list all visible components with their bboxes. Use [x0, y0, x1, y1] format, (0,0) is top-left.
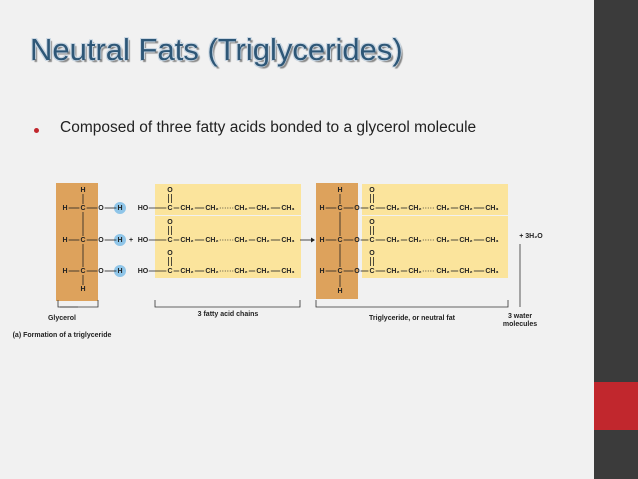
atom: O: [354, 237, 360, 244]
atom: HO: [138, 205, 149, 212]
bracket: [57, 300, 99, 308]
atom: O: [354, 205, 360, 212]
atom: CH₂: [386, 205, 399, 212]
atom: C: [337, 205, 342, 212]
atom: CH₂: [459, 268, 472, 275]
atom: H: [337, 187, 342, 194]
side-accent: [594, 382, 638, 430]
atom: CH₂: [234, 268, 247, 275]
atom: CH₂: [436, 205, 449, 212]
label: Triglyceride, or neutral fat: [369, 315, 456, 322]
atom: H: [80, 187, 85, 194]
atom: CH₃: [485, 205, 498, 212]
atom: H: [319, 268, 324, 275]
atom: O: [167, 219, 173, 226]
atom: H: [117, 205, 122, 212]
atom: O: [369, 250, 375, 257]
atom: H: [62, 237, 67, 244]
fatty-acid-box: [155, 247, 301, 278]
atom: CH₂: [386, 268, 399, 275]
atom: HO: [138, 268, 149, 275]
atom: CH₃: [281, 237, 294, 244]
bracket: [315, 300, 509, 308]
bullet-marker: [34, 128, 39, 133]
atom: H: [80, 286, 85, 293]
fatty-acid-box: [362, 184, 508, 215]
atom: C: [369, 268, 374, 275]
atom: CH₃: [281, 205, 294, 212]
atom: O: [98, 237, 104, 244]
slide-title: Neutral Fats (Triglycerides): [30, 32, 403, 67]
atom: C: [167, 237, 172, 244]
water-product: + 3H₂O: [519, 233, 543, 240]
atom: CH₂: [408, 237, 421, 244]
glycerol-box: [56, 183, 98, 301]
atom: H: [62, 205, 67, 212]
atom: CH₂: [205, 205, 218, 212]
atom: O: [369, 219, 375, 226]
atom: CH₂: [408, 205, 421, 212]
atom: CH₃: [485, 237, 498, 244]
atom: CH₂: [205, 237, 218, 244]
atom: O: [98, 205, 104, 212]
atom: CH₂: [408, 268, 421, 275]
atom: CH₂: [256, 205, 269, 212]
atom: H: [62, 268, 67, 275]
atom: CH₂: [234, 237, 247, 244]
atom: H: [319, 205, 324, 212]
atom: CH₂: [180, 237, 193, 244]
caption: (a) Formation of a triglyceride: [13, 332, 112, 339]
hydrogen-marker: [114, 234, 126, 246]
atom: CH₃: [485, 268, 498, 275]
atom: CH₂: [234, 205, 247, 212]
atom: O: [167, 187, 173, 194]
atom: CH₂: [180, 205, 193, 212]
atom: O: [354, 268, 360, 275]
atom: CH₂: [180, 268, 193, 275]
atom: CH₂: [436, 268, 449, 275]
atom: HO: [138, 237, 149, 244]
atom: C: [337, 268, 342, 275]
fatty-acid-box: [155, 216, 301, 247]
atom: C: [80, 268, 85, 275]
fatty-acid-box: [362, 247, 508, 278]
atom: H: [117, 268, 122, 275]
atom: CH₂: [256, 268, 269, 275]
atom: C: [167, 268, 172, 275]
bullet-text: Composed of three fatty acids bonded to …: [60, 119, 477, 136]
plus-sign: +: [129, 237, 133, 244]
atom: C: [337, 237, 342, 244]
atom: C: [80, 237, 85, 244]
atom: CH₂: [436, 237, 449, 244]
label: molecules: [503, 321, 537, 328]
glycerol-box: [316, 183, 358, 299]
atom: CH₂: [459, 237, 472, 244]
bracket: [154, 300, 301, 308]
atom: H: [319, 237, 324, 244]
atom: C: [167, 205, 172, 212]
atom: O: [98, 268, 104, 275]
label: Glycerol: [48, 315, 76, 322]
atom: C: [80, 205, 85, 212]
label: 3 fatty acid chains: [198, 311, 259, 318]
hydrogen-marker: [114, 202, 126, 214]
atom: CH₂: [386, 237, 399, 244]
label: 3 water: [508, 313, 532, 320]
atom: C: [369, 205, 374, 212]
hydrogen-marker: [114, 265, 126, 277]
atom: CH₃: [281, 268, 294, 275]
atom: H: [117, 237, 122, 244]
atom: O: [369, 187, 375, 194]
atom: CH₂: [205, 268, 218, 275]
fatty-acid-box: [155, 184, 301, 215]
atom: C: [369, 237, 374, 244]
atom: CH₂: [256, 237, 269, 244]
atom: O: [167, 250, 173, 257]
fatty-acid-box: [362, 216, 508, 247]
arrow-head: [311, 237, 315, 243]
atom: H: [337, 288, 342, 295]
atom: CH₂: [459, 205, 472, 212]
